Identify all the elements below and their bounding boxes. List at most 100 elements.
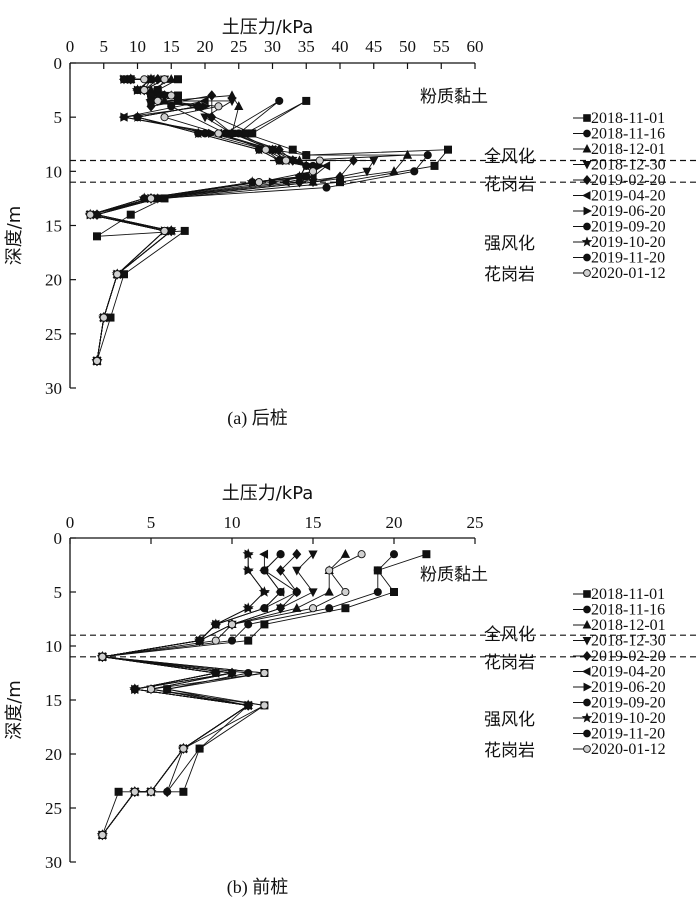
legend-entry: 2018-11-16 [591, 126, 665, 143]
data-point [194, 102, 203, 111]
data-point [92, 356, 102, 365]
data-point [180, 226, 189, 235]
legend-entry: 2019-02-20 [591, 648, 666, 665]
data-point [324, 586, 334, 596]
series-line [102, 553, 395, 836]
x-tick-label: 40 [332, 37, 349, 56]
legend-entry: 2020-01-12 [591, 265, 666, 282]
data-point [160, 75, 169, 84]
data-point [321, 161, 331, 171]
y-tick-label: 0 [54, 54, 63, 73]
data-point [195, 744, 204, 753]
layer-label: 粉质黏土 [420, 565, 488, 585]
data-point [340, 549, 351, 558]
layer-label: 全风化 [484, 147, 535, 167]
y-axis-title: 深度/m [4, 680, 25, 740]
data-point [341, 587, 350, 597]
data-point [99, 313, 108, 322]
data-point [242, 548, 254, 559]
data-point [281, 156, 291, 165]
data-point [349, 155, 358, 166]
x-tick-label: 25 [467, 513, 484, 532]
data-point [160, 113, 169, 122]
data-point [302, 172, 311, 181]
data-point [261, 145, 270, 154]
x-tick-label: 0 [66, 513, 75, 532]
legend-marker [581, 236, 593, 247]
series-line [90, 78, 375, 361]
data-point [308, 550, 318, 560]
data-point [302, 96, 311, 105]
legend: 2018-11-012018-11-162018-12-012018-12-30… [573, 110, 666, 282]
y-tick-label: 30 [45, 379, 62, 398]
data-point [341, 604, 350, 613]
data-point [389, 588, 398, 597]
data-point [292, 548, 302, 560]
data-point [302, 161, 311, 170]
data-point [260, 668, 269, 678]
data-point [119, 75, 129, 84]
x-tick-label: 10 [224, 513, 241, 532]
data-point [140, 86, 149, 95]
data-point [162, 786, 172, 798]
layer-label: 粉质黏土 [420, 87, 488, 107]
data-point [357, 550, 366, 559]
legend: 2018-11-012018-11-162018-12-012018-12-30… [573, 586, 666, 758]
legend-marker [583, 129, 591, 138]
layer-label: 强风化 [484, 234, 535, 254]
data-point [373, 566, 382, 575]
data-point [276, 550, 285, 559]
legend-marker [582, 637, 592, 646]
data-point [335, 171, 345, 183]
x-tick-label: 50 [399, 37, 416, 56]
data-point [227, 620, 237, 629]
x-tick-label: 15 [163, 37, 180, 56]
x-tick-label: 5 [147, 513, 156, 532]
data-point [325, 604, 334, 613]
y-tick-label: 10 [45, 637, 62, 656]
data-point [207, 90, 217, 101]
data-point [179, 744, 188, 753]
x-tick-label: 25 [230, 37, 247, 56]
y-tick-label: 20 [45, 271, 62, 290]
y-axis-title: 深度/m [4, 206, 25, 266]
data-point [308, 588, 318, 598]
series-line [96, 78, 409, 361]
data-point [422, 550, 431, 559]
legend-marker [582, 620, 592, 629]
legend-marker [583, 729, 591, 738]
data-point [443, 145, 452, 154]
legend-entry: 2018-11-01 [591, 586, 665, 603]
series-2020-01-12 [86, 75, 324, 365]
legend-marker [583, 222, 591, 231]
y-tick-label: 30 [45, 853, 62, 872]
data-point [254, 178, 264, 187]
data-point [242, 602, 254, 613]
layer-label: 花岗岩 [484, 175, 535, 195]
data-point [241, 129, 250, 138]
layer-label: 花岗岩 [484, 653, 535, 673]
legend-marker [582, 161, 592, 170]
legend-entry: 2019-06-20 [591, 203, 666, 220]
data-point [258, 586, 270, 597]
data-point [130, 685, 139, 694]
data-point [242, 564, 254, 576]
legend-entry: 2019-10-20 [591, 710, 666, 727]
x-axis-title: 土压力/kPa [222, 483, 314, 504]
data-point [120, 112, 130, 122]
x-tick-label: 20 [197, 37, 214, 56]
x-tick-label: 5 [100, 37, 109, 56]
data-point [114, 787, 123, 796]
data-point [373, 587, 382, 597]
data-point [98, 652, 107, 661]
x-tick-label: 20 [386, 513, 403, 532]
data-point [126, 210, 135, 219]
data-point [160, 226, 169, 235]
data-point [130, 787, 139, 796]
y-tick-label: 15 [45, 217, 62, 236]
data-point [200, 113, 210, 123]
data-point [308, 604, 318, 613]
legend-marker [582, 144, 592, 153]
legend-marker [582, 174, 592, 186]
